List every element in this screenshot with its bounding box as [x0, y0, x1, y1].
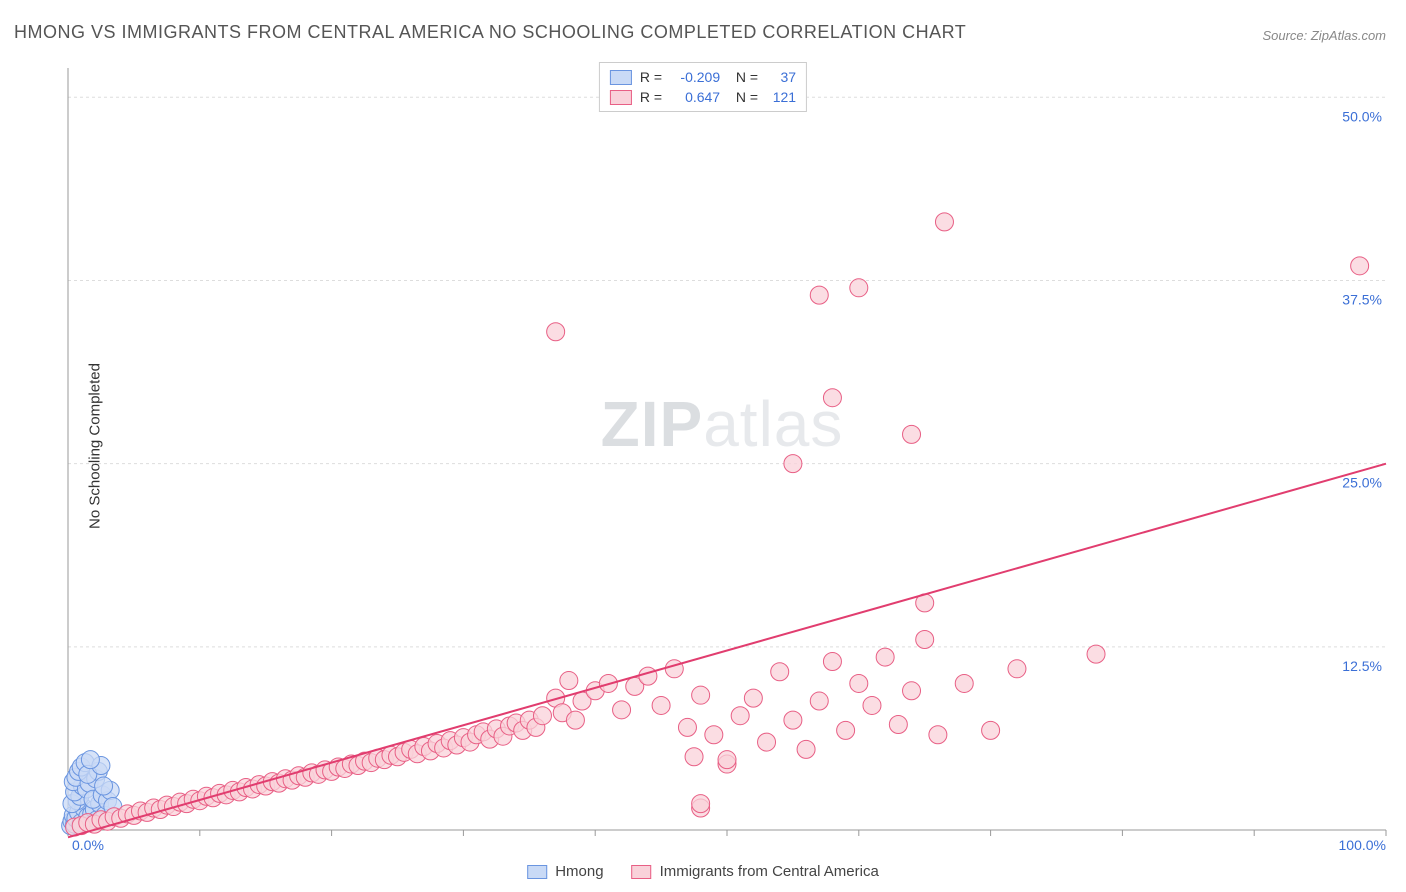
- n-value-immigrants: 121: [766, 89, 796, 105]
- legend-swatch-immigrants: [610, 90, 632, 105]
- legend-swatch-icon: [527, 865, 547, 879]
- n-value-hmong: 37: [766, 69, 796, 85]
- svg-text:100.0%: 100.0%: [1339, 837, 1386, 852]
- r-value-immigrants: 0.647: [670, 89, 720, 105]
- n-label: N =: [728, 69, 758, 85]
- legend-label-hmong: Hmong: [555, 863, 603, 880]
- legend-swatch-icon: [632, 865, 652, 879]
- series-legend: Hmong Immigrants from Central America: [527, 863, 879, 880]
- r-value-hmong: -0.209: [670, 69, 720, 85]
- svg-text:0.0%: 0.0%: [72, 837, 104, 852]
- svg-text:25.0%: 25.0%: [1342, 475, 1382, 491]
- legend-item-immigrants: Immigrants from Central America: [632, 863, 879, 880]
- svg-text:12.5%: 12.5%: [1342, 658, 1382, 674]
- n-label: N =: [728, 89, 758, 105]
- r-label: R =: [640, 89, 662, 105]
- legend-swatch-hmong: [610, 70, 632, 85]
- source-attribution: Source: ZipAtlas.com: [1262, 28, 1386, 43]
- chart-title: HMONG VS IMMIGRANTS FROM CENTRAL AMERICA…: [14, 22, 966, 43]
- correlation-legend: R = -0.209 N = 37 R = 0.647 N = 121: [599, 62, 807, 112]
- r-label: R =: [640, 69, 662, 85]
- legend-row-hmong: R = -0.209 N = 37: [610, 67, 796, 87]
- svg-text:37.5%: 37.5%: [1342, 291, 1382, 307]
- legend-label-immigrants: Immigrants from Central America: [660, 863, 879, 880]
- scatter-plot-svg: 12.5% 25.0% 37.5% 50.0% 0.0% 100.0%: [50, 60, 1394, 852]
- legend-item-hmong: Hmong: [527, 863, 603, 880]
- legend-row-immigrants: R = 0.647 N = 121: [610, 87, 796, 107]
- chart-plot-area: 12.5%25.0%37.5%50.0%0.0%100.0% ZIPatlas: [50, 60, 1394, 852]
- svg-text:50.0%: 50.0%: [1342, 108, 1382, 124]
